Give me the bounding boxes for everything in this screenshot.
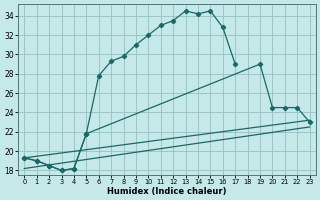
X-axis label: Humidex (Indice chaleur): Humidex (Indice chaleur) xyxy=(107,187,227,196)
